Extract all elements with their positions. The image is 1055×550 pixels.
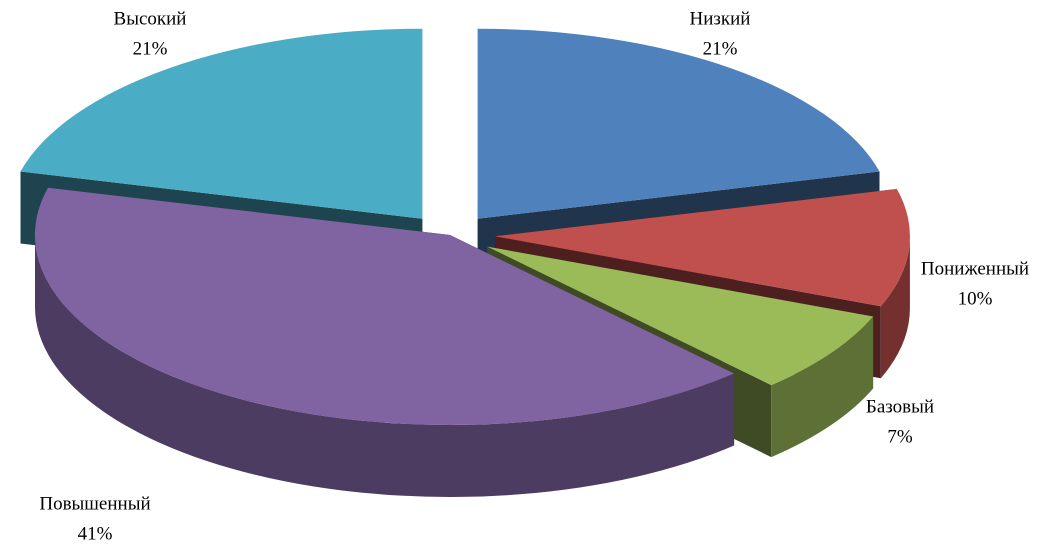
value-label: 10% [958, 288, 993, 309]
slice-label: Высокий [114, 8, 187, 29]
slice [20, 28, 423, 219]
value-label: 7% [887, 426, 913, 447]
slice-side [771, 316, 874, 458]
value-label: 21% [703, 38, 738, 59]
value-label: 21% [133, 38, 168, 59]
slice [487, 246, 874, 386]
slice-label: Базовый [866, 396, 934, 417]
slice-label: Повышенный [39, 493, 150, 514]
slice [34, 187, 735, 426]
slice [494, 189, 910, 307]
slice-side [35, 235, 735, 498]
slice [477, 28, 880, 219]
value-label: 41% [78, 523, 113, 544]
slice-label: Низкий [690, 8, 751, 29]
slice-label: Пониженный [921, 258, 1029, 279]
